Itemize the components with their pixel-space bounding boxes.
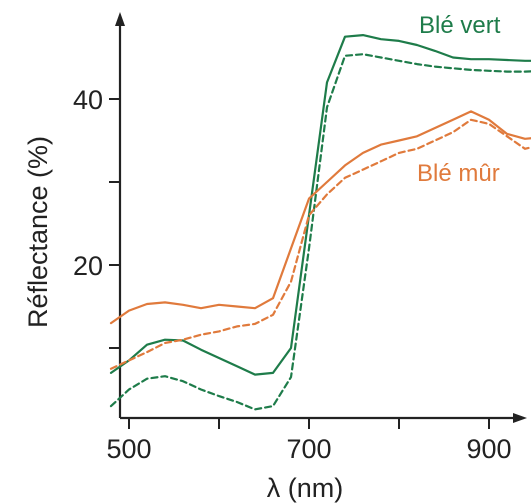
axes (115, 12, 527, 423)
series-line-ble-vert-dashed (109, 53, 531, 411)
x-tick-label: 700 (286, 434, 331, 464)
y-tick-label: 40 (73, 85, 103, 115)
series-line-ble-mur-solid (109, 110, 531, 325)
y-tick-label: 20 (73, 251, 103, 281)
series-layer (109, 33, 531, 411)
x-axis-arrow (513, 413, 527, 423)
x-axis-title: λ (nm) (267, 473, 344, 503)
x-ticks: 500 700 900 (106, 418, 512, 464)
x-tick-label: 900 (466, 434, 511, 464)
legend-label-ble-vert: Blé vert (419, 12, 501, 39)
y-axis-arrow (115, 12, 125, 26)
series-line-ble-vert-solid (109, 33, 531, 376)
legend-label-ble-mur: Blé mûr (417, 160, 500, 187)
y-axis-title: Réflectance (%) (23, 136, 53, 328)
x-tick-label: 500 (106, 434, 151, 464)
series-line-ble-mur-dashed (109, 118, 531, 370)
